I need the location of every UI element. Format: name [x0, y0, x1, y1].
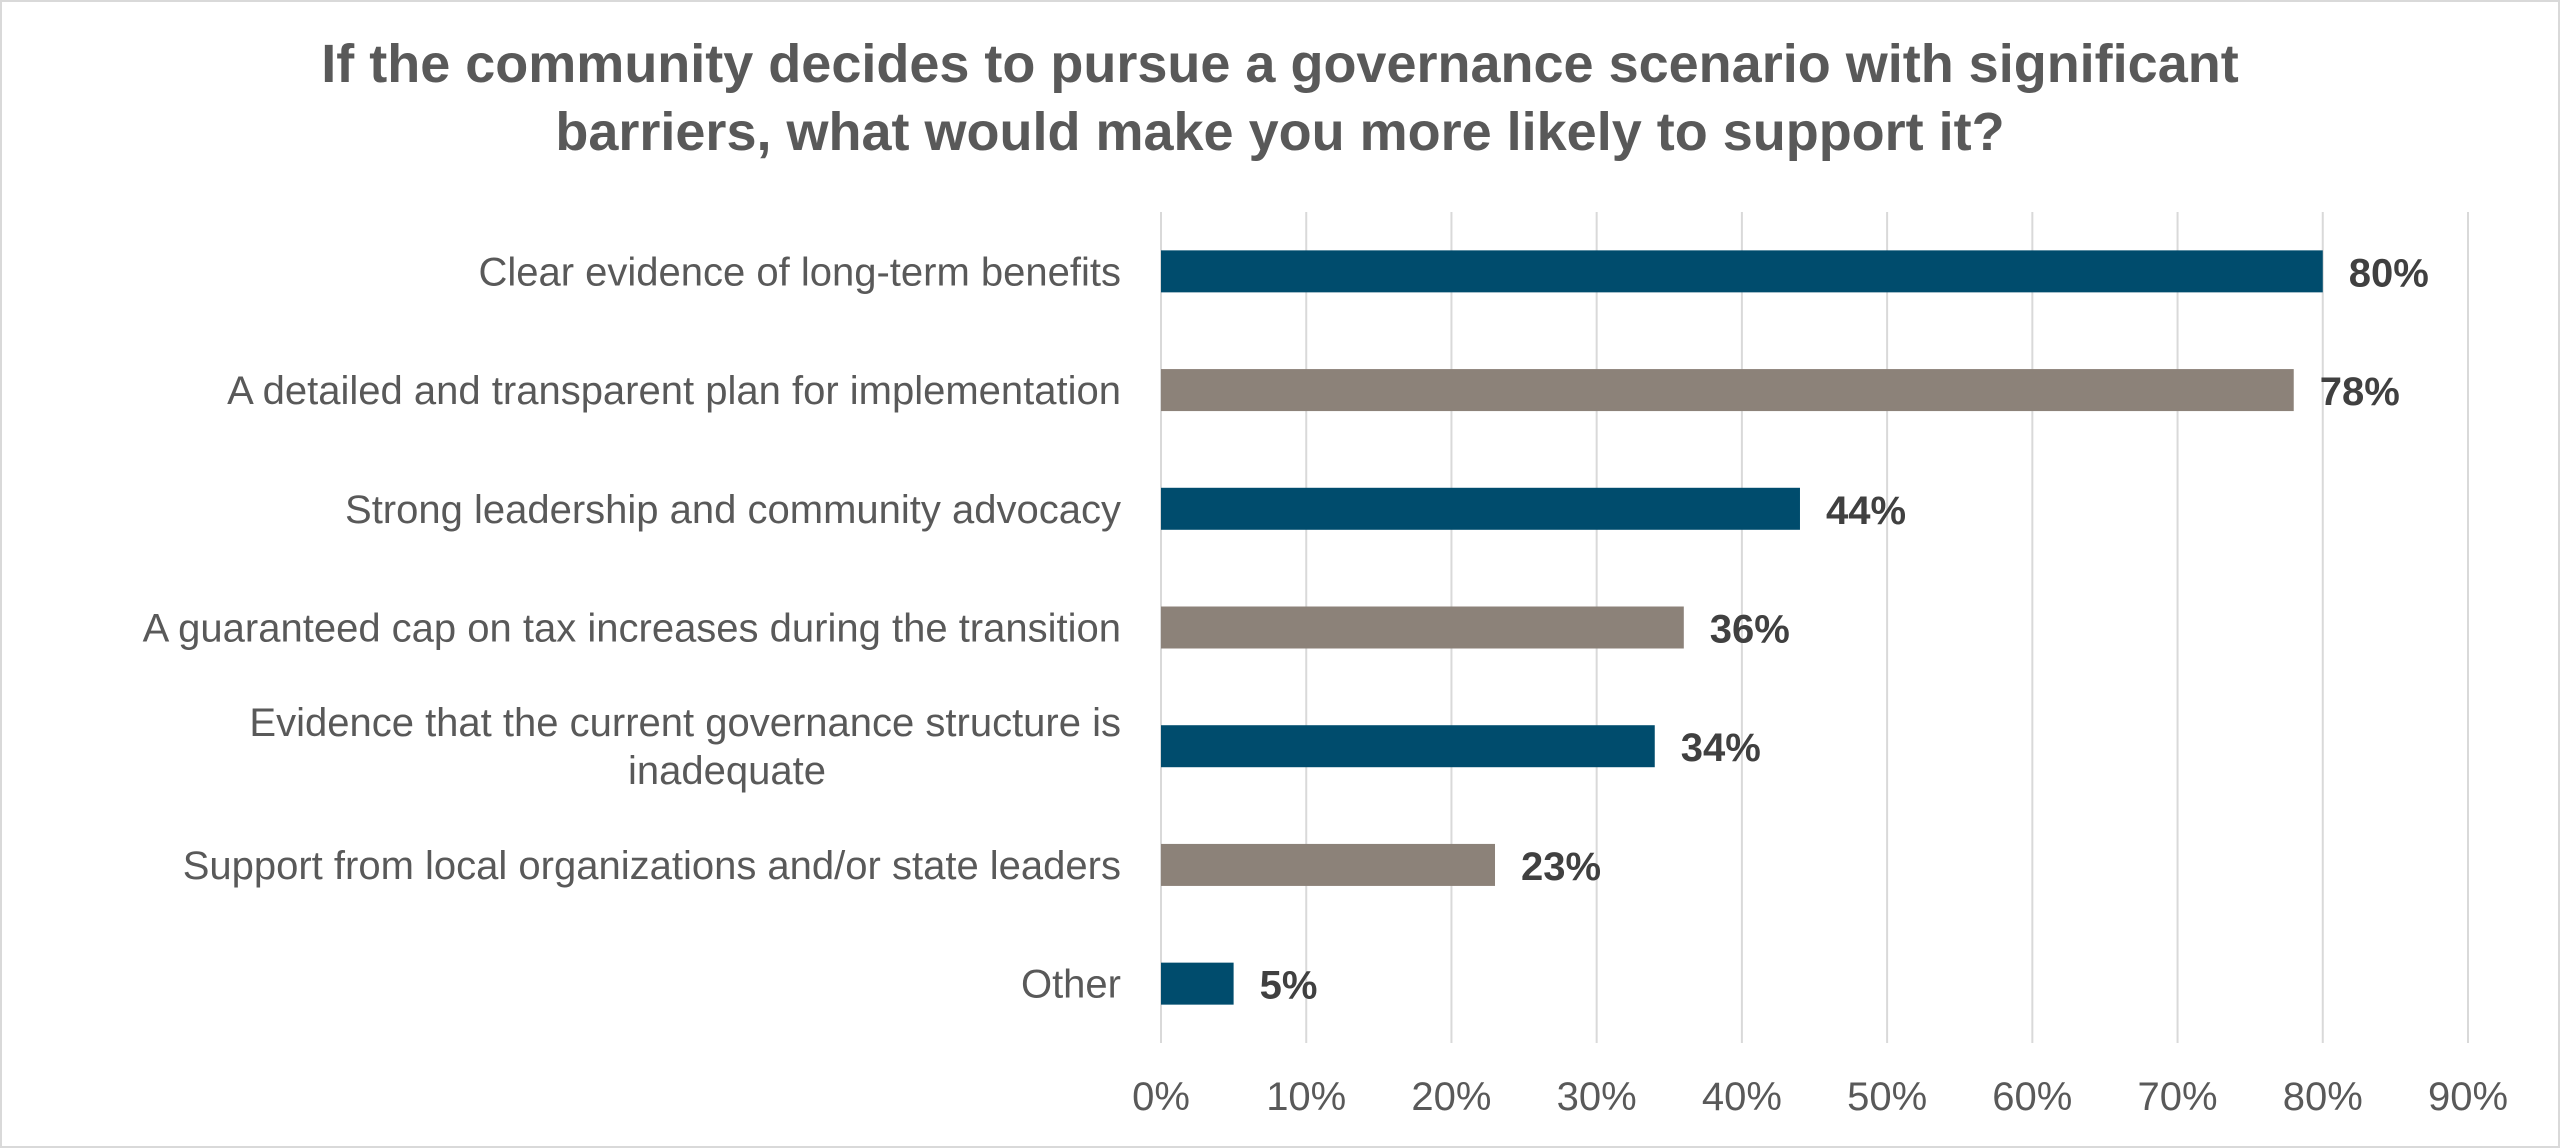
category-label: Support from local organizations and/or … — [183, 844, 1121, 888]
x-tick-label: 90% — [2428, 1075, 2508, 1119]
bar — [1161, 369, 2294, 412]
category-label-line: A guaranteed cap on tax increases during… — [143, 607, 1121, 651]
category-label: Clear evidence of long-term benefits — [478, 250, 1121, 294]
data-label: 80% — [2349, 251, 2429, 295]
data-label: 23% — [1521, 845, 1601, 889]
bar — [1161, 250, 2323, 293]
x-tick-label: 70% — [2138, 1075, 2218, 1119]
x-tick-label: 0% — [1132, 1075, 1190, 1119]
category-label-line: Other — [1021, 963, 1121, 1007]
category-label-line: inadequate — [628, 749, 826, 793]
x-tick-label: 50% — [1847, 1075, 1927, 1119]
data-labels: 80% 78% 44% 36% 34% 23% 5% — [1260, 251, 2429, 1007]
x-tick-label: 10% — [1266, 1075, 1346, 1119]
category-label: Other — [1021, 963, 1121, 1007]
category-labels: Clear evidence of long-term benefits A de… — [143, 250, 1121, 1006]
category-label: A guaranteed cap on tax increases during… — [143, 607, 1121, 651]
bar — [1161, 606, 1684, 649]
category-label-line: A detailed and transparent plan for impl… — [227, 369, 1121, 413]
category-label-line: Clear evidence of long-term benefits — [478, 250, 1121, 294]
bars — [1161, 250, 2323, 1005]
x-tick-label: 80% — [2283, 1075, 2363, 1119]
x-tick-label: 30% — [1557, 1075, 1637, 1119]
data-label: 5% — [1260, 964, 1318, 1008]
bar — [1161, 725, 1655, 768]
category-label: A detailed and transparent plan for impl… — [227, 369, 1121, 413]
data-label: 36% — [1710, 608, 1790, 652]
category-label: Strong leadership and community advocacy — [345, 488, 1121, 532]
bar — [1161, 962, 1234, 1005]
category-label-line: Evidence that the current governance str… — [249, 701, 1121, 745]
data-label: 44% — [1826, 489, 1906, 533]
x-axis-tick-labels: 0% 10% 20% 30% 40% 50% 60% 70% 80% 90% — [1132, 1075, 2508, 1119]
chart-title: If the community decides to pursue a gov… — [321, 34, 2239, 162]
data-label: 34% — [1681, 726, 1761, 770]
category-label: Evidence that the current governance str… — [249, 701, 1121, 793]
bar — [1161, 487, 1800, 530]
category-label-line: Strong leadership and community advocacy — [345, 488, 1121, 532]
x-tick-label: 60% — [1992, 1075, 2072, 1119]
gridlines — [1160, 212, 2469, 1043]
data-label: 78% — [2320, 370, 2400, 414]
x-tick-label: 20% — [1411, 1075, 1491, 1119]
x-tick-label: 40% — [1702, 1075, 1782, 1119]
bar — [1161, 843, 1496, 886]
category-label-line: Support from local organizations and/or … — [183, 844, 1121, 888]
